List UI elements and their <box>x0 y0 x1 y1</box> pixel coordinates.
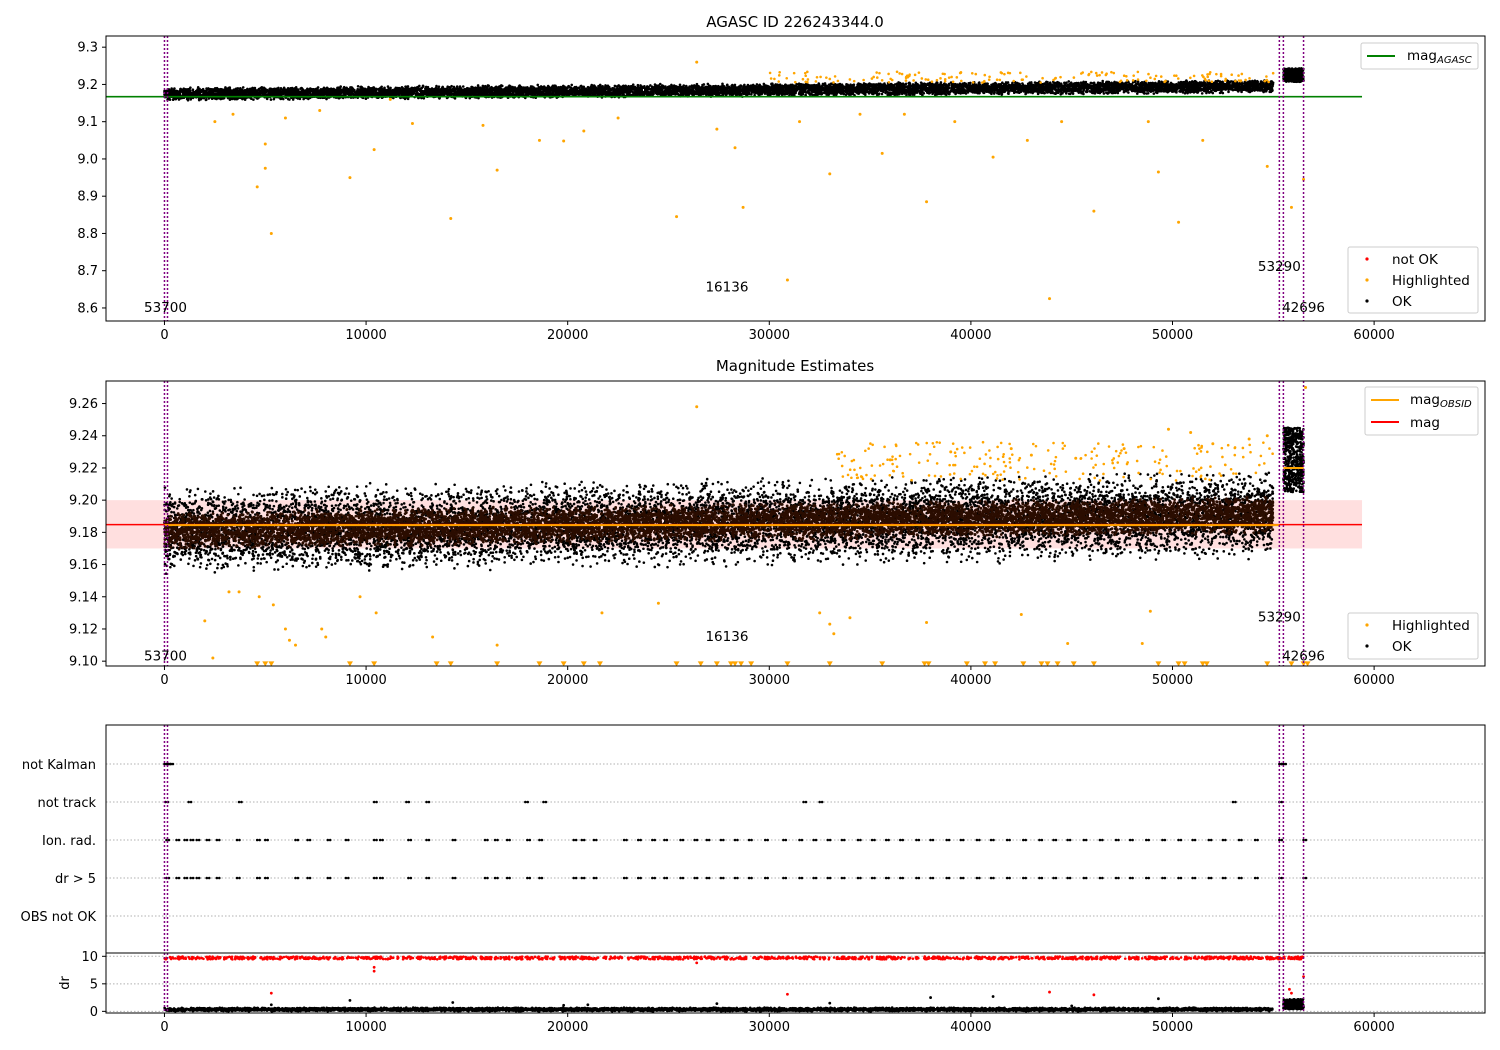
ok-point <box>357 85 360 88</box>
ok-point <box>205 99 208 102</box>
ok-point <box>462 85 465 88</box>
ok-point <box>1054 92 1057 95</box>
ok-point <box>1227 80 1230 83</box>
ok-point <box>804 94 807 97</box>
ok-point <box>270 98 273 101</box>
ok-point <box>1230 80 1233 83</box>
ok-point <box>881 93 884 96</box>
ok-point <box>536 84 539 87</box>
ok-point <box>1127 91 1130 94</box>
ok-point <box>570 84 573 87</box>
ok-point <box>562 85 565 88</box>
ok-point <box>287 98 290 101</box>
ok-point <box>1034 81 1037 84</box>
ok-point <box>530 85 533 88</box>
ok-point <box>325 98 328 101</box>
ok-point <box>418 85 421 88</box>
ok-point <box>1219 92 1222 95</box>
ok-point <box>1065 92 1068 95</box>
ok-point <box>1158 80 1161 83</box>
ok-point <box>453 86 456 89</box>
panel-1-title: AGASC ID 226243344.0 <box>706 13 884 31</box>
ok-point <box>1201 92 1204 95</box>
ok-point <box>1067 80 1070 83</box>
ok-point <box>170 87 173 90</box>
